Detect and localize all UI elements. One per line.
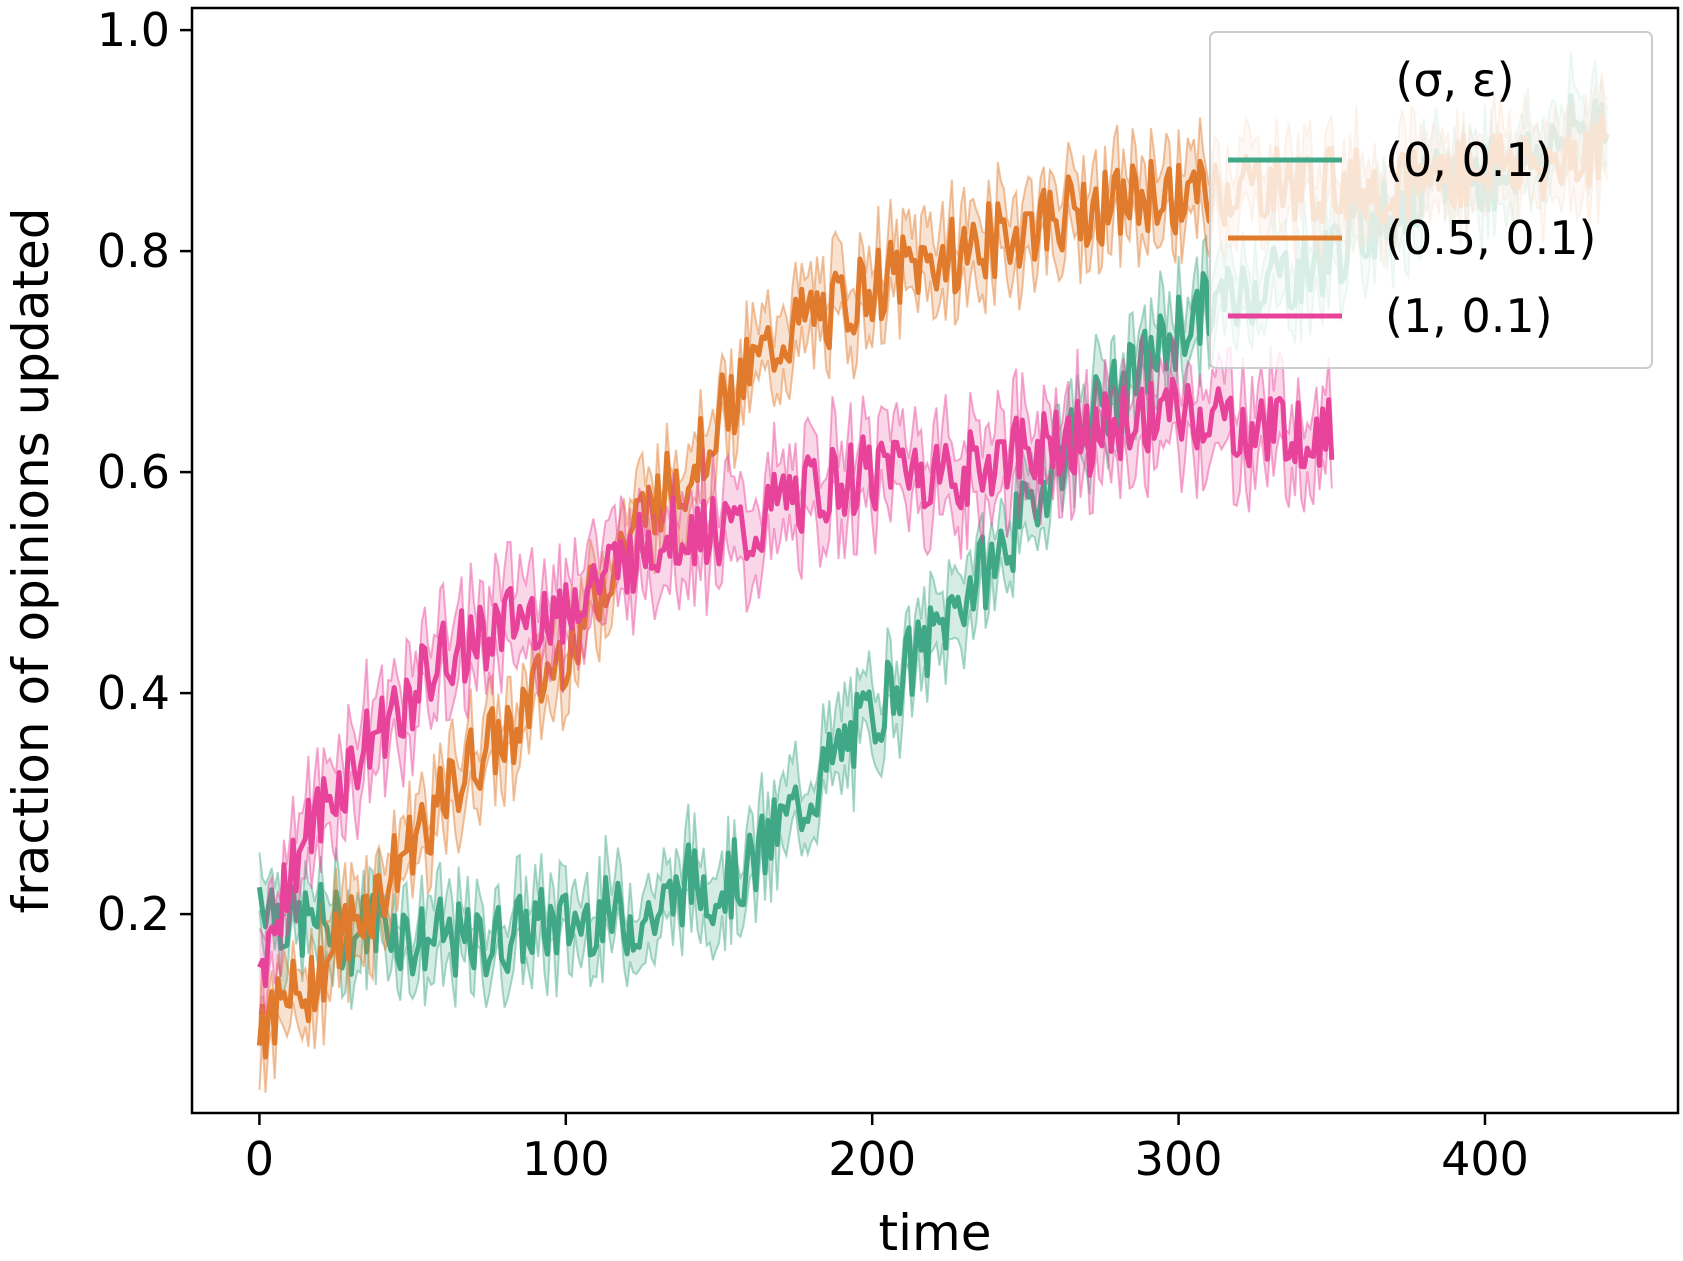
x-axis: 0 100 200 300 400 bbox=[245, 1113, 1529, 1186]
x-tick-label: 300 bbox=[1135, 1132, 1223, 1186]
legend-label-2: (1, 0.1) bbox=[1385, 289, 1553, 343]
legend: (σ, ε) (0, 0.1) (0.5, 0.1) (1, 0.1) bbox=[1209, 31, 1653, 369]
legend-label-0: (0, 0.1) bbox=[1385, 133, 1553, 187]
y-axis: 0.2 0.4 0.6 0.8 1.0 bbox=[97, 3, 192, 941]
series-lower-2 bbox=[258, 419, 1333, 1016]
series-line-2 bbox=[257, 376, 1335, 989]
legend-label-1: (0.5, 0.1) bbox=[1385, 211, 1596, 265]
series-upper-2 bbox=[258, 334, 1333, 944]
x-tick-label: 100 bbox=[522, 1132, 610, 1186]
series-band-2 bbox=[259, 335, 1332, 1015]
x-tick-label: 200 bbox=[828, 1132, 916, 1186]
y-tick-label: 0.8 bbox=[97, 224, 170, 278]
plot-frame bbox=[190, 6, 1680, 1115]
y-axis-label: fraction of opinions updated bbox=[2, 208, 60, 914]
x-axis-label: time bbox=[879, 1204, 992, 1261]
x-tick-label: 0 bbox=[245, 1132, 274, 1186]
legend-title: (σ, ε) bbox=[1395, 53, 1514, 107]
y-tick-label: 0.2 bbox=[97, 887, 170, 941]
legend-box bbox=[1209, 31, 1653, 369]
x-tick-label: 400 bbox=[1441, 1132, 1529, 1186]
y-tick-label: 0.4 bbox=[97, 666, 170, 720]
y-tick-label: 1.0 bbox=[97, 3, 170, 57]
series-2 bbox=[257, 334, 1335, 1016]
y-tick-label: 0.6 bbox=[97, 445, 170, 499]
